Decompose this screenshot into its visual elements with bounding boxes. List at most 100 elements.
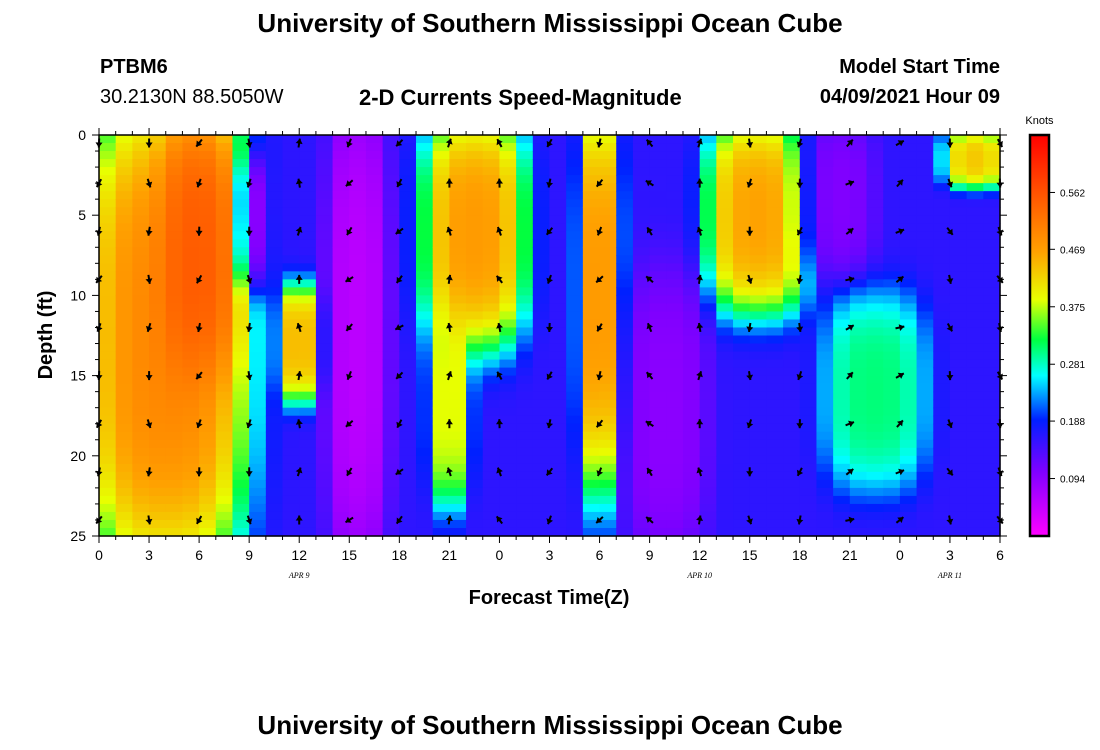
- heat-cell: [966, 135, 984, 144]
- x-tick-label: 3: [546, 547, 554, 563]
- heat-cell: [933, 151, 951, 160]
- heat-cell: [516, 335, 534, 345]
- heat-cell: [799, 415, 818, 425]
- heat-cell: [833, 511, 851, 521]
- heat-cell: [616, 255, 634, 264]
- heat-cell: [899, 279, 918, 288]
- heat-cell: [249, 175, 267, 184]
- heat-cell: [816, 503, 834, 513]
- heat-cell: [833, 151, 851, 160]
- heat-cell: [716, 303, 734, 313]
- heat-cell: [416, 487, 434, 497]
- heat-cell: [549, 527, 567, 537]
- heat-cell: [249, 495, 267, 505]
- heat-cell: [933, 447, 951, 457]
- heat-cell: [599, 159, 617, 168]
- heat-cell: [599, 271, 617, 280]
- heat-cell: [966, 367, 984, 377]
- current-arrow: [696, 322, 704, 333]
- heat-cell: [666, 319, 684, 329]
- heat-cell: [499, 255, 517, 264]
- heat-cell: [899, 239, 918, 248]
- heat-cell: [916, 511, 934, 521]
- heat-cell: [766, 143, 784, 152]
- heat-cell: [99, 255, 117, 264]
- heat-cell: [449, 511, 467, 521]
- heat-cell: [783, 239, 801, 248]
- heat-cell: [916, 495, 934, 505]
- heat-cell: [599, 383, 617, 393]
- heat-cell: [416, 263, 434, 272]
- heat-cell: [416, 335, 434, 345]
- heat-cell: [332, 295, 350, 305]
- heat-cell: [265, 311, 284, 321]
- arrow-head: [446, 227, 453, 233]
- heat-cell: [182, 271, 200, 280]
- heat-cell: [399, 295, 417, 305]
- heat-cell: [949, 247, 968, 256]
- heat-cell: [716, 351, 734, 361]
- current-arrow: [596, 138, 604, 148]
- heat-cell: [566, 335, 584, 345]
- heat-cell: [966, 223, 984, 232]
- heat-cell: [666, 303, 684, 313]
- arrow-head: [946, 325, 953, 332]
- heat-cell: [99, 503, 117, 513]
- heat-cell: [132, 311, 150, 321]
- heat-cell: [616, 191, 634, 200]
- heat-cell: [232, 135, 250, 144]
- heat-cell: [716, 135, 734, 144]
- heat-cell: [616, 279, 634, 288]
- heat-cell: [566, 391, 584, 401]
- heat-cell: [833, 175, 851, 184]
- heat-cell: [899, 495, 918, 505]
- heat-cell: [666, 223, 684, 232]
- heat-cell: [582, 135, 601, 144]
- arrow-head: [496, 178, 503, 184]
- heat-cell: [733, 183, 751, 192]
- heat-cell: [899, 471, 918, 481]
- heat-cell: [666, 255, 684, 264]
- heat-cell: [616, 215, 634, 224]
- heat-cell: [416, 183, 434, 192]
- heat-cell: [132, 407, 150, 417]
- heat-cell: [199, 239, 217, 248]
- heat-cell: [532, 159, 551, 168]
- heat-cell: [332, 511, 350, 521]
- heat-cell: [365, 167, 384, 176]
- heat-cell: [365, 463, 384, 473]
- current-arrow: [946, 371, 954, 381]
- heat-cell: [816, 303, 834, 313]
- heat-cell: [299, 471, 317, 481]
- heat-cell: [799, 423, 818, 433]
- heat-cell: [199, 279, 217, 288]
- heat-cell: [449, 343, 467, 353]
- heat-cell: [749, 303, 768, 313]
- heat-cell: [215, 247, 234, 256]
- heat-cell: [449, 367, 467, 377]
- heat-cell: [249, 255, 267, 264]
- heat-cell: [799, 383, 818, 393]
- heat-cell: [516, 295, 534, 305]
- arrow-head: [245, 230, 253, 236]
- heat-cell: [933, 263, 951, 272]
- heat-cell: [149, 247, 167, 256]
- heat-cell: [549, 327, 567, 337]
- heat-cell: [949, 375, 968, 385]
- heat-cell: [816, 367, 834, 377]
- heat-cell: [182, 159, 200, 168]
- current-arrow: [395, 275, 403, 284]
- heat-cell: [466, 279, 484, 288]
- heat-cell: [733, 335, 751, 345]
- heat-cell: [299, 359, 317, 369]
- heat-cell: [315, 135, 334, 144]
- heat-cell: [549, 367, 567, 377]
- heat-cell: [315, 407, 334, 417]
- current-arrow: [796, 515, 804, 525]
- heat-cell: [432, 255, 450, 264]
- heat-cell: [666, 231, 684, 240]
- heat-cell: [315, 399, 334, 409]
- arrow-head: [345, 180, 352, 187]
- heat-cell: [849, 359, 868, 369]
- heat-cell: [149, 295, 167, 305]
